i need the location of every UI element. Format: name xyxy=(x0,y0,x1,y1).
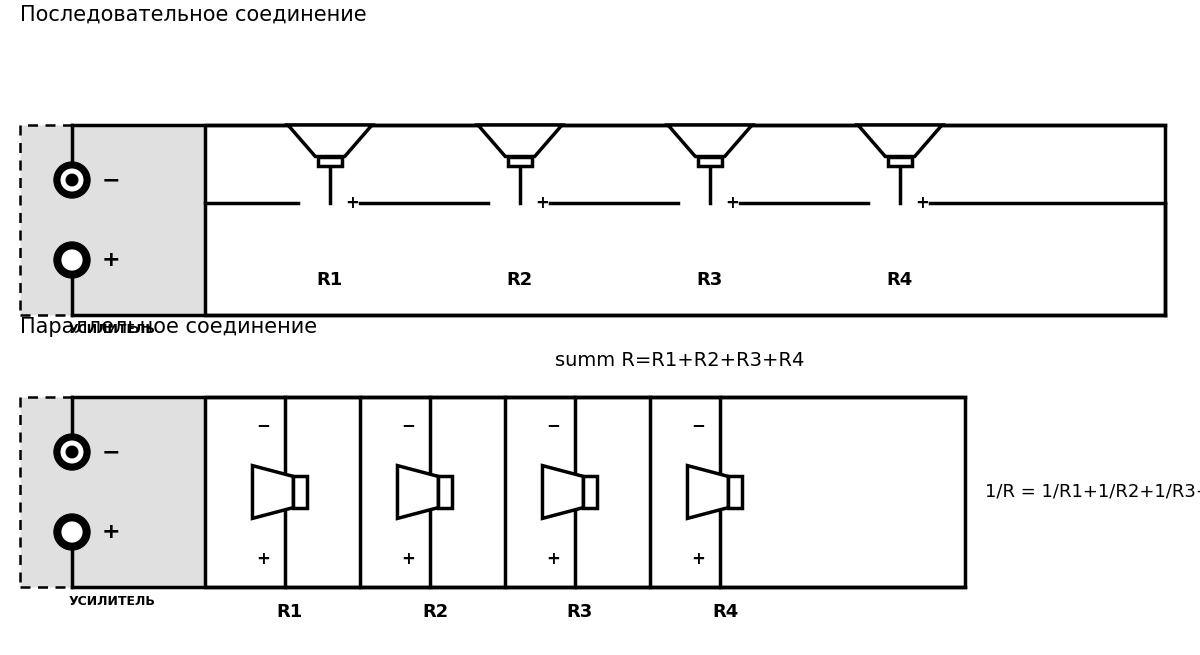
Circle shape xyxy=(61,169,83,191)
Bar xyxy=(20,125,205,315)
Text: −: − xyxy=(664,193,677,212)
Text: +: + xyxy=(725,193,739,212)
Bar xyxy=(205,397,965,587)
Polygon shape xyxy=(697,157,722,166)
Polygon shape xyxy=(583,476,596,508)
Text: +: + xyxy=(535,193,548,212)
Text: R1: R1 xyxy=(277,603,304,621)
Text: +: + xyxy=(102,522,121,542)
Circle shape xyxy=(54,162,90,198)
Text: −: − xyxy=(256,416,270,434)
Text: +: + xyxy=(691,550,704,568)
Text: −: − xyxy=(691,416,704,434)
Polygon shape xyxy=(288,125,372,157)
Circle shape xyxy=(62,250,82,270)
Polygon shape xyxy=(888,157,912,166)
Polygon shape xyxy=(318,157,342,166)
Polygon shape xyxy=(858,125,942,157)
Circle shape xyxy=(54,242,90,278)
Polygon shape xyxy=(397,466,438,518)
Text: R2: R2 xyxy=(422,603,448,621)
Text: R2: R2 xyxy=(506,271,533,289)
Text: +: + xyxy=(546,550,560,568)
Text: R4: R4 xyxy=(712,603,738,621)
Polygon shape xyxy=(438,476,451,508)
Text: Параллельное соединение: Параллельное соединение xyxy=(20,317,317,337)
Circle shape xyxy=(54,434,90,470)
Text: −: − xyxy=(102,170,121,190)
Text: УСИЛИТЕЛЬ: УСИЛИТЕЛЬ xyxy=(70,595,156,608)
Polygon shape xyxy=(668,125,752,157)
Circle shape xyxy=(61,441,83,463)
Text: R3: R3 xyxy=(697,271,724,289)
Bar xyxy=(205,125,1165,315)
Polygon shape xyxy=(293,476,307,508)
Bar xyxy=(20,397,205,587)
Text: −: − xyxy=(473,193,487,212)
Polygon shape xyxy=(688,466,728,518)
Circle shape xyxy=(54,514,90,550)
Text: −: − xyxy=(546,416,560,434)
Circle shape xyxy=(66,174,78,186)
Text: +: + xyxy=(916,193,929,212)
Text: R1: R1 xyxy=(317,271,343,289)
Text: −: − xyxy=(401,416,415,434)
Circle shape xyxy=(66,446,78,458)
Text: +: + xyxy=(346,193,359,212)
Polygon shape xyxy=(728,476,742,508)
Polygon shape xyxy=(542,466,583,518)
Text: R4: R4 xyxy=(887,271,913,289)
Text: −: − xyxy=(283,193,296,212)
Text: R3: R3 xyxy=(566,603,593,621)
Circle shape xyxy=(62,522,82,542)
Text: 1/R = 1/R1+1/R2+1/R3+1/R4: 1/R = 1/R1+1/R2+1/R3+1/R4 xyxy=(985,483,1200,501)
Polygon shape xyxy=(478,125,562,157)
Text: УСИЛИТЕЛЬ: УСИЛИТЕЛЬ xyxy=(70,323,156,336)
Text: +: + xyxy=(256,550,270,568)
Polygon shape xyxy=(508,157,533,166)
Text: Последовательное соединение: Последовательное соединение xyxy=(20,5,367,25)
Text: summ R=R1+R2+R3+R4: summ R=R1+R2+R3+R4 xyxy=(556,350,805,369)
Polygon shape xyxy=(252,466,293,518)
Text: −: − xyxy=(853,193,866,212)
Text: +: + xyxy=(102,250,121,270)
Text: −: − xyxy=(102,442,121,462)
Text: +: + xyxy=(401,550,415,568)
